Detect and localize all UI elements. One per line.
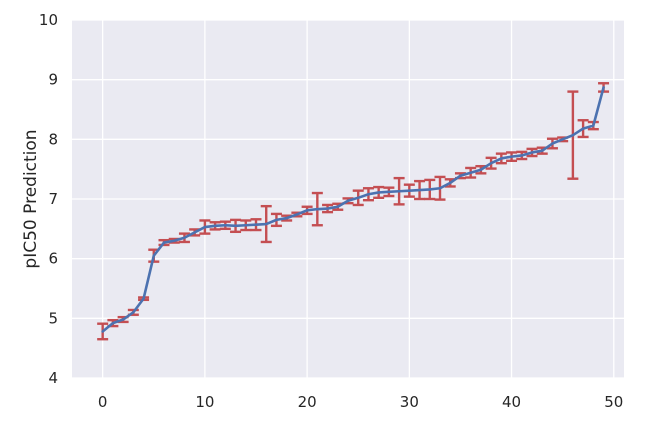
x-tick-label: 10 (195, 393, 214, 411)
x-tick-label: 30 (400, 393, 419, 411)
x-tick-label: 50 (604, 393, 623, 411)
y-axis-label: pIC50 Prediction (21, 129, 41, 268)
y-tick-label: 7 (48, 190, 58, 208)
x-tick-label: 20 (298, 393, 317, 411)
data-series (101, 86, 605, 333)
tick-labels: 0 10 20 30 40 50 4 5 6 7 8 9 10 (39, 11, 623, 411)
y-tick-label: 4 (48, 369, 58, 387)
y-tick-label: 9 (48, 71, 58, 89)
x-tick-label: 0 (98, 393, 108, 411)
y-tick-label: 6 (48, 250, 58, 268)
y-tick-label: 5 (48, 309, 58, 327)
series-line (101, 86, 605, 333)
y-tick-label: 8 (48, 130, 58, 148)
x-tick-label: 40 (502, 393, 521, 411)
y-tick-label: 10 (39, 11, 58, 29)
